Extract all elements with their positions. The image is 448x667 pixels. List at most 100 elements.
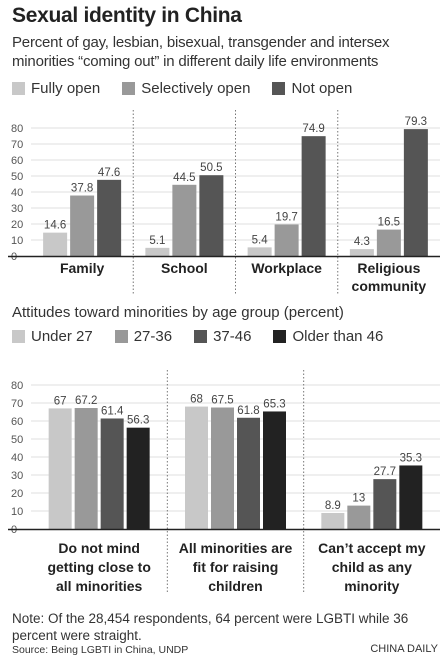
bar-can-t-accept-my-chil-older-than-46 bbox=[399, 465, 423, 529]
category-label: fit for raising bbox=[193, 559, 279, 575]
legend-item-37-46: 37-46 bbox=[194, 328, 251, 345]
data-label: 68 bbox=[190, 394, 203, 406]
bar-can-t-accept-my-chil-27-36 bbox=[347, 505, 371, 529]
y-tick-label: 40 bbox=[11, 452, 23, 464]
bar-all-minorities-are-f-27-36 bbox=[211, 407, 234, 529]
legend-swatch bbox=[122, 81, 136, 95]
y-tick-label: 30 bbox=[11, 203, 23, 215]
bar-can-t-accept-my-chil-37-46 bbox=[373, 479, 397, 529]
legend-item-under-27: Under 27 bbox=[12, 328, 93, 345]
legend-item-older-than-46: Older than 46 bbox=[273, 328, 383, 345]
category-label: All minorities are bbox=[179, 540, 293, 556]
legend-swatch bbox=[12, 329, 25, 343]
legend-label: Fully open bbox=[31, 79, 101, 97]
data-label: 4.3 bbox=[354, 236, 370, 248]
y-tick-label: 50 bbox=[11, 171, 23, 183]
category-label: Family bbox=[60, 260, 105, 276]
data-label: 67.5 bbox=[211, 395, 233, 407]
bar-do-not-mind-getting--under-27 bbox=[48, 408, 72, 529]
bar-workplace-selectively-open bbox=[274, 224, 299, 256]
section-title-attitudes: Attitudes toward minorities by age group… bbox=[12, 304, 344, 321]
data-label: 47.6 bbox=[98, 167, 120, 179]
source-line: Source: Being LGBTI in China, UNDP bbox=[12, 644, 189, 656]
chart-title: Sexual identity in China bbox=[12, 4, 242, 27]
bar-religious-community-fully-open bbox=[349, 249, 374, 256]
bar-family-not-open bbox=[97, 179, 122, 256]
category-label: community bbox=[352, 278, 427, 294]
legend-item-not-open: Not open bbox=[272, 80, 352, 97]
chart-attitudes: 010203040506070806767.261.456.3Do not mi… bbox=[8, 370, 440, 594]
legend-swatch bbox=[273, 329, 287, 343]
legend-swatch bbox=[272, 81, 286, 95]
category-label: children bbox=[208, 578, 262, 594]
chart-subtitle: Percent of gay, lesbian, bisexual, trans… bbox=[12, 34, 390, 70]
data-label: 5.1 bbox=[149, 235, 165, 247]
category-label: Can’t accept my bbox=[318, 540, 426, 556]
legend-label: 27-36 bbox=[133, 327, 173, 345]
legend-label: Older than 46 bbox=[292, 327, 384, 345]
category-label: School bbox=[161, 260, 208, 276]
y-tick-label: 70 bbox=[11, 398, 23, 410]
legend-item-27-36: 27-36 bbox=[114, 327, 173, 345]
bar-all-minorities-are-f-37-46 bbox=[237, 417, 260, 529]
bar-workplace-not-open bbox=[301, 136, 326, 256]
bar-do-not-mind-getting--older-than-46 bbox=[126, 427, 150, 529]
bar-school-selectively-open bbox=[172, 184, 197, 256]
data-label: 37.8 bbox=[71, 183, 93, 195]
bar-can-t-accept-my-chil-under-27 bbox=[321, 512, 345, 529]
data-label: 61.4 bbox=[101, 405, 124, 417]
category-label: all minorities bbox=[56, 578, 143, 594]
footnote: Note: Of the 28,454 respondents, 64 perc… bbox=[12, 611, 409, 643]
data-label: 16.5 bbox=[378, 217, 400, 229]
bar-school-fully-open bbox=[145, 247, 170, 256]
legend-label: Not open bbox=[291, 79, 353, 97]
data-label: 13 bbox=[352, 493, 365, 505]
bar-school-not-open bbox=[199, 175, 224, 256]
category-label: getting close to bbox=[47, 559, 150, 575]
bar-do-not-mind-getting--27-36 bbox=[74, 408, 98, 529]
y-tick-label: 60 bbox=[11, 416, 23, 428]
bar-do-not-mind-getting--37-46 bbox=[100, 418, 124, 529]
data-label: 56.3 bbox=[127, 415, 149, 427]
data-label: 35.3 bbox=[400, 452, 422, 464]
chart-coming-out: 0102030405060708014.637.847.6Family5.144… bbox=[8, 110, 440, 295]
y-tick-label: 20 bbox=[11, 488, 23, 500]
y-tick-label: 20 bbox=[11, 219, 23, 231]
category-label: Workplace bbox=[251, 260, 322, 276]
y-tick-label: 80 bbox=[11, 123, 23, 135]
category-label: Religious bbox=[357, 260, 420, 276]
data-label: 44.5 bbox=[173, 172, 195, 184]
bar-all-minorities-are-f-under-27 bbox=[185, 406, 208, 529]
data-label: 65.3 bbox=[263, 398, 285, 410]
data-label: 19.7 bbox=[275, 211, 297, 223]
category-label: minority bbox=[344, 578, 399, 594]
y-tick-label: 50 bbox=[11, 434, 23, 446]
legend-item-selectively-open: Selectively open bbox=[122, 80, 250, 97]
bar-family-fully-open bbox=[43, 232, 68, 256]
data-label: 8.9 bbox=[325, 500, 341, 512]
legend-label: Selectively open bbox=[141, 79, 251, 97]
category-label: child as any bbox=[332, 559, 412, 575]
data-label: 50.5 bbox=[200, 162, 222, 174]
legend-swatch bbox=[12, 81, 25, 95]
y-tick-label: 60 bbox=[11, 155, 23, 167]
bar-religious-community-selectively-open bbox=[376, 229, 401, 256]
legend-swatch bbox=[114, 329, 128, 343]
legend-label: 37-46 bbox=[213, 327, 252, 345]
data-label: 79.3 bbox=[405, 116, 427, 128]
y-tick-label: 40 bbox=[11, 187, 23, 199]
y-tick-label: 30 bbox=[11, 470, 23, 482]
credit-line: CHINA DAILY bbox=[370, 643, 438, 655]
data-label: 67 bbox=[54, 395, 67, 407]
data-label: 14.6 bbox=[44, 220, 66, 232]
bar-religious-community-not-open bbox=[403, 129, 428, 256]
bar-workplace-fully-open bbox=[247, 247, 272, 256]
data-label: 61.8 bbox=[237, 405, 259, 417]
y-tick-label: 70 bbox=[11, 139, 23, 151]
bar-family-selectively-open bbox=[70, 195, 95, 256]
legend-label: Under 27 bbox=[31, 327, 93, 345]
data-label: 67.2 bbox=[75, 395, 97, 407]
legend-swatch bbox=[194, 329, 208, 343]
y-tick-label: 10 bbox=[11, 235, 23, 247]
bar-all-minorities-are-f-older-than-46 bbox=[263, 411, 286, 529]
